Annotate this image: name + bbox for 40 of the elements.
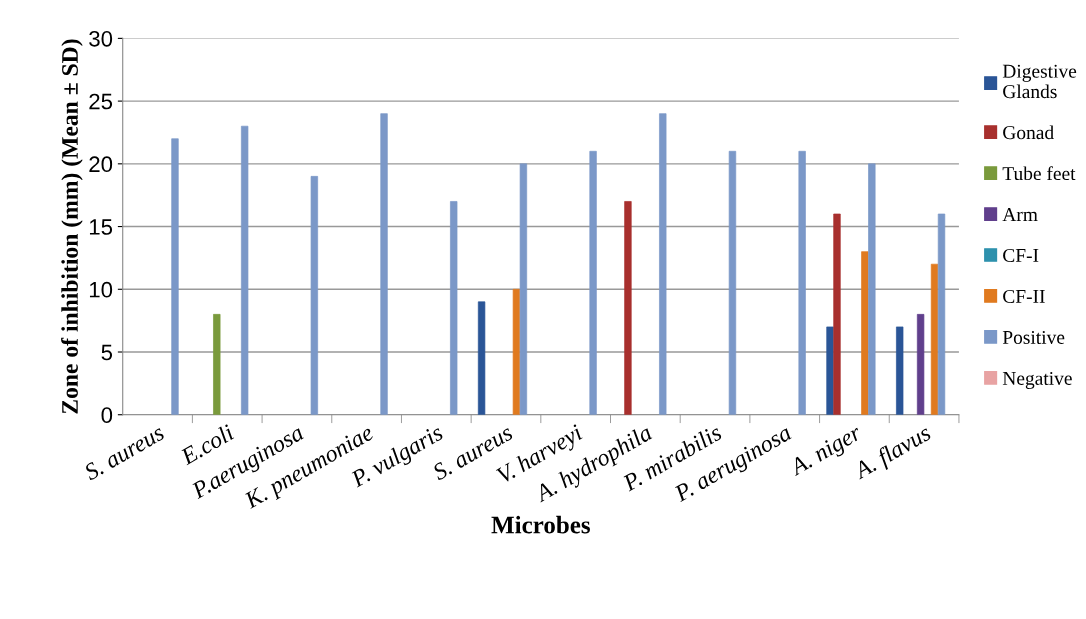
y-tick-label: 10 (89, 281, 113, 298)
y-tick-label: 20 (89, 156, 113, 173)
bar (916, 314, 925, 415)
bar (171, 138, 179, 415)
bar (937, 213, 946, 415)
bar (826, 326, 834, 415)
bar (659, 113, 667, 415)
legend-label: Digestive Glands (1002, 64, 1077, 99)
legend-label: Negative (1002, 371, 1072, 389)
x-tick-label: S. aureus (82, 424, 166, 481)
legend-label: CF-I (1003, 248, 1039, 263)
bar (241, 125, 249, 415)
x-axis-title: Microbes (491, 515, 590, 534)
y-tick-label: 30 (89, 30, 113, 47)
bar (868, 163, 876, 415)
legend-label: Tube feet (1002, 166, 1076, 181)
bar (213, 314, 221, 415)
y-tick-label: 25 (89, 93, 113, 110)
y-tick-label: 0 (101, 407, 113, 423)
bar (798, 150, 806, 415)
bar (833, 213, 841, 415)
bar (512, 288, 521, 415)
bar (930, 263, 939, 415)
bar (450, 201, 458, 415)
bar (519, 163, 528, 415)
bar (477, 301, 486, 415)
y-tick-label: 15 (89, 219, 113, 235)
bar (728, 150, 737, 415)
y-tick-label: 5 (101, 344, 113, 361)
bar (589, 150, 597, 415)
bar (896, 326, 904, 415)
bar (624, 201, 632, 415)
bar (310, 176, 319, 415)
bar (380, 113, 388, 415)
legend-label: Arm (1002, 208, 1038, 221)
bar (861, 251, 869, 415)
legend-label: Positive (1002, 330, 1065, 344)
legend-label: Gonad (1003, 125, 1054, 140)
y-axis-title: Zone of inhibition (mm) (Mean ± SD) (61, 39, 83, 414)
legend-label: CF-II (1003, 289, 1045, 304)
